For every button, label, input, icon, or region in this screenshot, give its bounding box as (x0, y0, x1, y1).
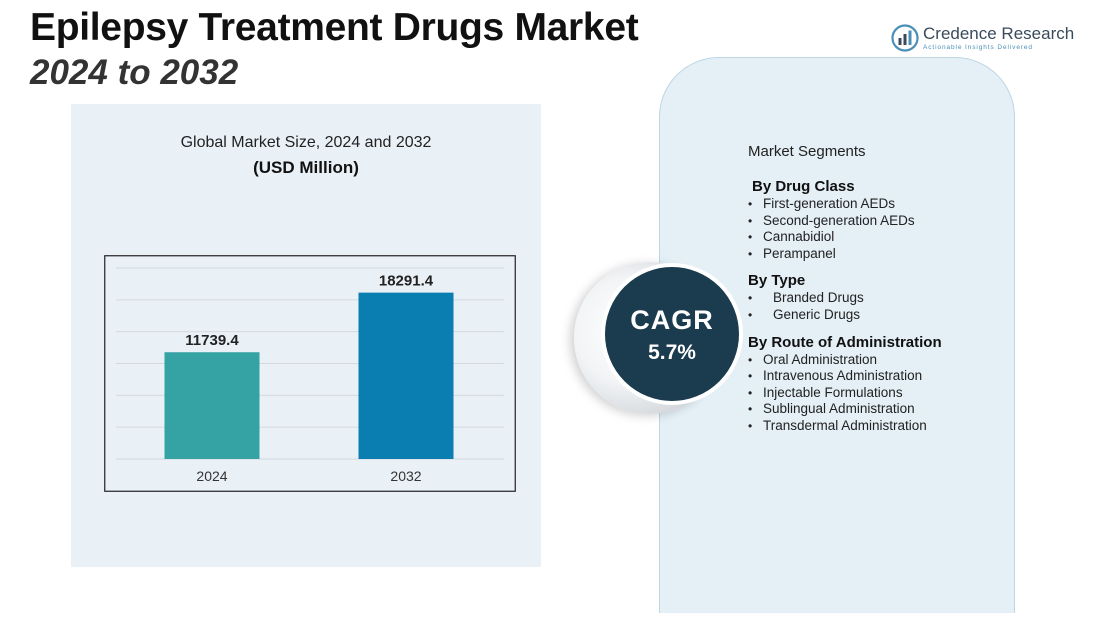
cagr-value: 5.7% (648, 341, 696, 364)
cagr-badge: CAGR 5.7% (601, 263, 743, 405)
segment-item: Branded Drugs (748, 290, 1018, 307)
market-segments: Market Segments By Drug Class First-gene… (748, 143, 1018, 445)
chart-title: Global Market Size, 2024 and 2032 (180, 134, 432, 151)
brand-name: Credence Research (923, 24, 1075, 43)
page-subtitle: 2024 to 2032 (30, 53, 239, 92)
bar-2032 (358, 292, 454, 459)
segment-item: First-generation AEDs (748, 196, 1018, 213)
segment-title: By Route of Administration (748, 333, 942, 351)
segment-item: Transdermal Administration (748, 418, 1018, 435)
segment-title: By Type (748, 272, 806, 290)
bar-2024 (164, 352, 260, 459)
plot-frame (104, 255, 516, 492)
bar-chart: 11739.4 18291.4 2024 2032 (104, 255, 516, 492)
segment-item: Cannabidiol (748, 229, 1018, 246)
segment-title: By Drug Class (752, 178, 855, 195)
segment-item: Second-generation AEDs (748, 213, 1018, 230)
brand-tagline: Actionable Insights Delivered (923, 44, 1033, 51)
segment-item: Injectable Formulations (748, 385, 1018, 402)
page-title: Epilepsy Treatment Drugs Market (30, 6, 639, 49)
chart-panel: Global Market Size, 2024 and 2032 (USD M… (71, 104, 541, 567)
brand-logo[interactable]: Credence Research Actionable Insights De… (891, 24, 1081, 54)
x-tick-label: 2032 (390, 468, 421, 484)
cagr-label: CAGR (630, 305, 714, 335)
x-tick-label: 2024 (196, 468, 227, 484)
segment-group-drug-class: By Drug Class First-generation AEDs Seco… (748, 178, 1018, 262)
segment-item: Perampanel (748, 246, 1018, 263)
bar-value-label: 18291.4 (379, 273, 434, 290)
chart-unit-label: (USD Million) (253, 158, 359, 177)
segment-item: Sublingual Administration (748, 401, 1018, 418)
segment-group-route: By Route of Administration Oral Administ… (748, 334, 1018, 435)
segment-item: Intravenous Administration (748, 368, 1018, 385)
bars (164, 292, 454, 459)
bar-value-label: 11739.4 (185, 332, 239, 349)
segments-heading: Market Segments (748, 143, 866, 160)
bar-labels: 11739.4 18291.4 (185, 273, 433, 350)
segment-group-type: By Type Branded Drugs Generic Drugs (748, 272, 1018, 323)
segment-item: Oral Administration (748, 352, 1018, 369)
bar-chart-logo-icon (891, 24, 919, 52)
segment-item: Generic Drugs (748, 307, 1018, 324)
x-ticks: 2024 2032 (196, 468, 421, 484)
